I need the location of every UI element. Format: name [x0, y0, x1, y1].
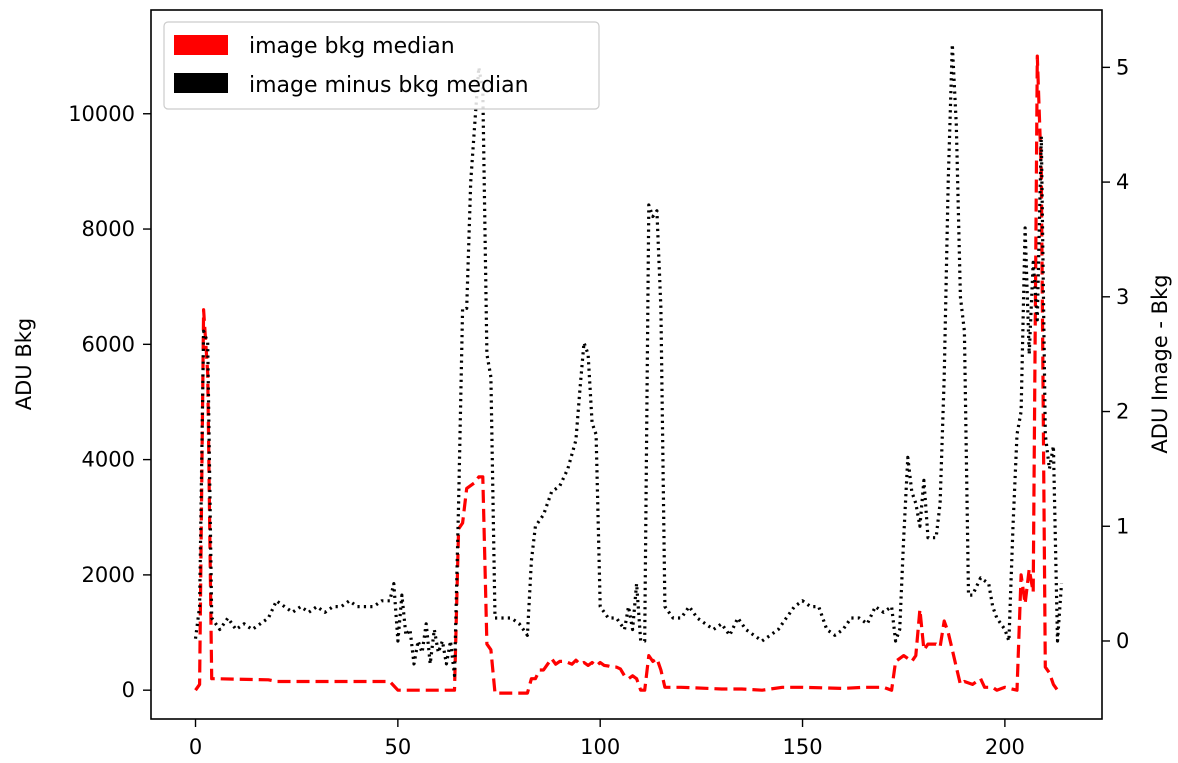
legend: image bkg median image minus bkg median — [163, 21, 600, 110]
legend-label-image-bkg-median: image bkg median — [249, 34, 455, 59]
legend-swatch-image-minus-bkg-median — [174, 73, 228, 93]
y-axis-right-label: ADU Image - Bkg — [1148, 274, 1172, 453]
y-left-tick-label: 8000 — [82, 217, 135, 241]
y-right-tick-label: 1 — [1116, 514, 1129, 538]
x-tick-label: 150 — [782, 735, 822, 759]
plot-frame — [150, 9, 1103, 720]
y-right-tick-label: 0 — [1116, 629, 1129, 653]
x-axis: 0 50 100 150 200 — [189, 719, 1025, 759]
y-axis-left: 0 2000 4000 6000 8000 10000 — [68, 102, 151, 702]
y-axis-right: 0 1 2 3 4 5 — [1102, 55, 1129, 653]
series-line-0 — [194, 54, 1063, 695]
y-left-tick-label: 6000 — [82, 332, 135, 356]
y-right-tick-label: 3 — [1116, 285, 1129, 309]
legend-frame — [163, 21, 600, 110]
y-axis-left-label: ADU Bkg — [12, 318, 36, 410]
x-tick-label: 200 — [985, 735, 1025, 759]
x-tick-label: 0 — [189, 735, 202, 759]
y-right-tick-label: 4 — [1116, 170, 1129, 194]
x-tick-label: 50 — [384, 735, 411, 759]
y-left-tick-label: 2000 — [82, 563, 135, 587]
y-right-tick-label: 5 — [1116, 55, 1129, 79]
y-left-tick-label: 10000 — [68, 102, 135, 126]
legend-label-image-minus-bkg-median: image minus bkg median — [249, 73, 529, 98]
y-right-tick-label: 2 — [1116, 400, 1129, 424]
series-layer — [193, 42, 1064, 695]
x-tick-label: 100 — [580, 735, 620, 759]
legend-swatch-image-bkg-median — [174, 35, 228, 55]
y-left-tick-label: 4000 — [82, 448, 135, 472]
series-line-1 — [193, 42, 1064, 677]
y-left-tick-label: 0 — [122, 678, 135, 702]
